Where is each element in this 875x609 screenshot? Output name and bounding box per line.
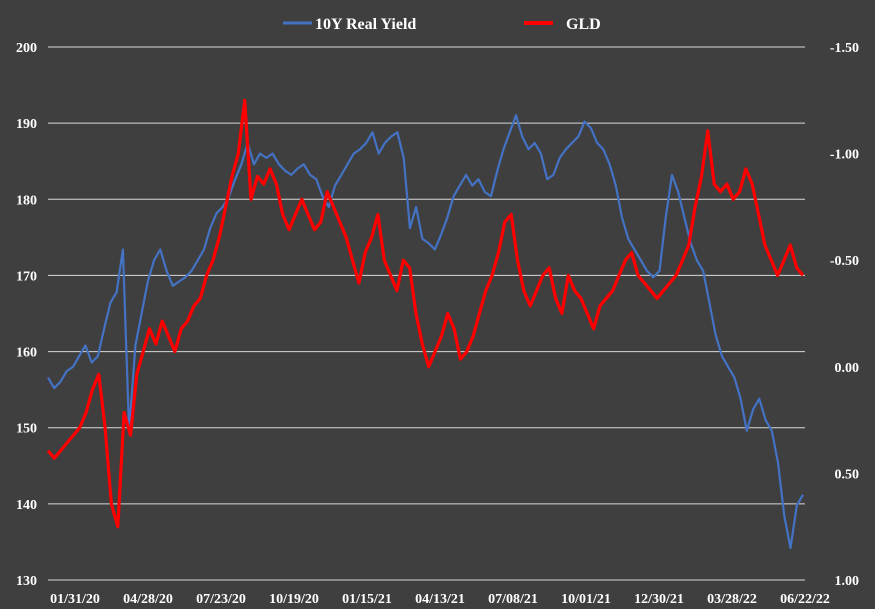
left-tick-label: 190 [16, 117, 37, 132]
x-tick-label: 03/28/22 [707, 592, 757, 607]
right-tick-label: 0.50 [835, 467, 860, 482]
right-tick-label: -1.50 [830, 41, 859, 56]
series-lines [46, 98, 805, 550]
series-line-real-yield [47, 114, 804, 550]
left-tick-label: 200 [16, 41, 37, 56]
x-tick-label: 06/22/22 [780, 592, 830, 607]
right-tick-label: -0.50 [830, 254, 859, 269]
x-tick-label: 01/31/20 [50, 592, 100, 607]
gridlines [48, 46, 805, 581]
x-tick-label: 10/01/21 [561, 592, 611, 607]
legend: 10Y Real Yield GLD [283, 16, 601, 33]
x-axis-ticks: 01/31/20 04/28/20 07/23/20 10/19/20 01/15/21… [50, 592, 830, 607]
x-tick-label: 07/08/21 [488, 592, 538, 607]
left-tick-label: 150 [16, 422, 37, 437]
x-tick-label: 12/30/21 [634, 592, 684, 607]
left-tick-label: 140 [16, 498, 37, 513]
legend-label-gld: GLD [566, 16, 601, 33]
left-tick-label: 130 [16, 574, 37, 589]
right-axis-ticks: -1.50 -1.00 -0.50 0.00 0.50 1.00 [830, 41, 859, 589]
left-tick-label: 160 [16, 346, 37, 361]
legend-label-real-yield: 10Y Real Yield [315, 16, 416, 33]
right-tick-label: -1.00 [830, 148, 859, 163]
x-tick-label: 04/13/21 [415, 592, 465, 607]
left-tick-label: 180 [16, 193, 37, 208]
x-tick-label: 01/15/21 [342, 592, 392, 607]
left-tick-label: 170 [16, 269, 37, 284]
right-tick-label: 0.00 [835, 361, 860, 376]
right-tick-label: 1.00 [835, 574, 860, 589]
x-tick-label: 10/19/20 [269, 592, 319, 607]
series-line-gld [46, 98, 805, 529]
x-tick-label: 07/23/20 [196, 592, 246, 607]
x-tick-label: 04/28/20 [123, 592, 173, 607]
left-axis-ticks: 200 190 180 170 160 150 140 130 [16, 41, 37, 589]
